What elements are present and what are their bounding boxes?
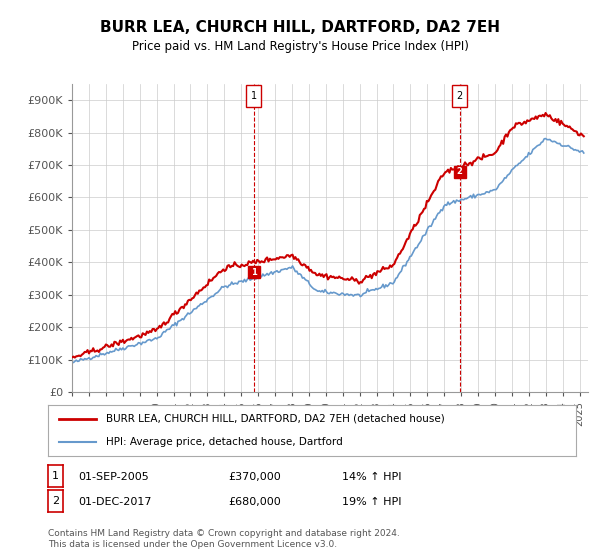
Text: £370,000: £370,000 [228, 472, 281, 482]
Text: 1: 1 [251, 91, 257, 101]
Text: Price paid vs. HM Land Registry's House Price Index (HPI): Price paid vs. HM Land Registry's House … [131, 40, 469, 53]
Text: HPI: Average price, detached house, Dartford: HPI: Average price, detached house, Dart… [106, 437, 343, 447]
Text: Contains HM Land Registry data © Crown copyright and database right 2024.
This d: Contains HM Land Registry data © Crown c… [48, 529, 400, 549]
Text: 01-SEP-2005: 01-SEP-2005 [78, 472, 149, 482]
Text: 2: 2 [457, 167, 463, 176]
Text: 19% ↑ HPI: 19% ↑ HPI [342, 497, 401, 507]
Text: £680,000: £680,000 [228, 497, 281, 507]
Text: 2: 2 [52, 496, 59, 506]
FancyBboxPatch shape [452, 85, 467, 107]
Text: 01-DEC-2017: 01-DEC-2017 [78, 497, 151, 507]
Text: BURR LEA, CHURCH HILL, DARTFORD, DA2 7EH (detached house): BURR LEA, CHURCH HILL, DARTFORD, DA2 7EH… [106, 414, 445, 424]
Text: BURR LEA, CHURCH HILL, DARTFORD, DA2 7EH: BURR LEA, CHURCH HILL, DARTFORD, DA2 7EH [100, 20, 500, 35]
Text: 14% ↑ HPI: 14% ↑ HPI [342, 472, 401, 482]
Text: 2: 2 [457, 91, 463, 101]
FancyBboxPatch shape [246, 85, 262, 107]
Text: 1: 1 [251, 268, 257, 277]
Text: 1: 1 [52, 471, 59, 481]
